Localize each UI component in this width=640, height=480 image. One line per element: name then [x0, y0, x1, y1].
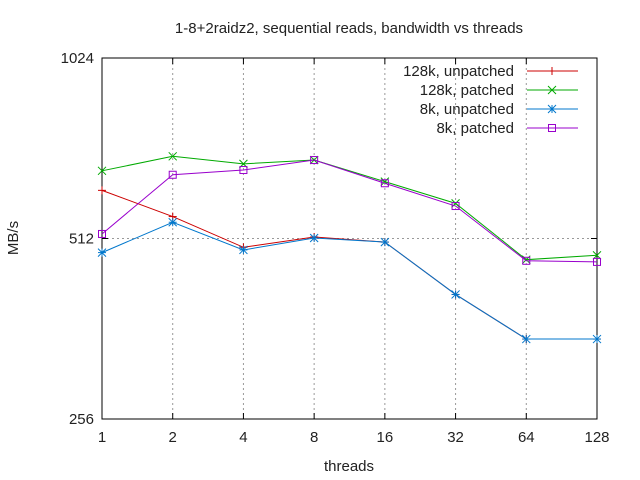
- data-point: [521, 334, 531, 344]
- data-point: [239, 245, 248, 255]
- data-point: [522, 256, 531, 265]
- data-point: [309, 233, 319, 243]
- data-point: [451, 202, 460, 211]
- data-point: [380, 237, 390, 247]
- data-point: [239, 166, 248, 175]
- x-tick-label: 4: [239, 429, 247, 446]
- series-line: [101, 159, 598, 263]
- legend-label: 8k, unpatched: [420, 101, 514, 118]
- series-group: [97, 151, 602, 344]
- series-line: [101, 221, 597, 340]
- data-point: [98, 229, 106, 238]
- data-point: [168, 170, 177, 179]
- y-tick-label: 512: [69, 231, 94, 248]
- data-point: [547, 104, 557, 114]
- y-tick-label: 1024: [61, 50, 94, 67]
- legend-label: 8k, patched: [436, 120, 514, 137]
- x-tick-label: 8: [310, 429, 318, 446]
- x-tick-label: 2: [169, 429, 177, 446]
- legend-label: 128k, patched: [420, 82, 514, 99]
- x-tick-label: 64: [518, 429, 535, 446]
- data-point: [168, 151, 178, 161]
- chart-title: 1-8+2raidz2, sequential reads, bandwidth…: [175, 20, 523, 37]
- data-point: [168, 217, 178, 227]
- data-point: [97, 166, 107, 176]
- data-point: [548, 67, 556, 75]
- x-tick-label: 1: [98, 429, 106, 446]
- data-point: [451, 198, 460, 208]
- data-point: [592, 334, 602, 344]
- data-point: [97, 248, 107, 257]
- legend: 128k, unpatched 128k, patched 8k, unpatche…: [403, 63, 578, 137]
- data-point: [547, 85, 557, 95]
- data-point: [451, 290, 460, 299]
- data-point: [310, 156, 319, 165]
- ticks: 1 2 4 8 16 32 64 128 256 512 1024: [61, 50, 610, 446]
- x-tick-label: 128: [584, 429, 609, 446]
- y-axis-label: MB/s: [5, 221, 22, 255]
- series-line: [101, 155, 598, 261]
- grid: [102, 58, 597, 419]
- data-point: [548, 124, 556, 132]
- x-tick-label: 16: [377, 429, 394, 446]
- legend-label: 128k, unpatched: [403, 63, 514, 80]
- data-point: [98, 186, 106, 195]
- data-point: [380, 179, 389, 188]
- y-tick-label: 256: [69, 411, 94, 428]
- data-point: [593, 257, 601, 266]
- x-axis-label: threads: [324, 458, 374, 475]
- x-tick-label: 32: [447, 429, 464, 446]
